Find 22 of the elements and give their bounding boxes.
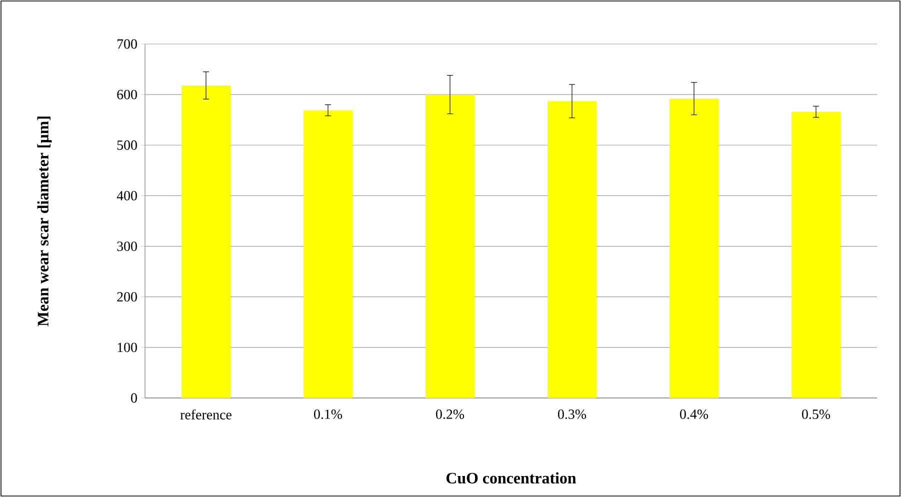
y-tick-label: 0	[131, 393, 137, 403]
x-axis-title: CuO concentration	[446, 472, 576, 484]
bar	[670, 98, 719, 398]
x-tick-label: 0.4%	[680, 410, 708, 419]
x-tick-label: 0.2%	[436, 410, 464, 419]
y-tick-label: 700	[117, 39, 137, 49]
y-tick-label: 300	[117, 242, 137, 251]
x-tick-label: reference	[180, 410, 232, 420]
bar	[304, 110, 353, 398]
bar	[548, 101, 597, 398]
y-tick-label: 400	[116, 190, 137, 200]
y-tick-label: 500	[117, 140, 137, 150]
bar	[792, 112, 841, 398]
y-tick-label: 100	[118, 342, 137, 352]
y-tick-label: 600	[117, 90, 137, 100]
bar	[182, 85, 231, 398]
x-tick-label: 0.3%	[558, 410, 586, 419]
bar	[426, 94, 475, 398]
y-axis-title: Mean wear scar diameter [µm]	[37, 116, 52, 326]
y-tick-label: 200	[117, 292, 137, 302]
x-tick-label: 0.5%	[802, 410, 830, 419]
x-tick-label: 0.1%	[314, 410, 342, 419]
